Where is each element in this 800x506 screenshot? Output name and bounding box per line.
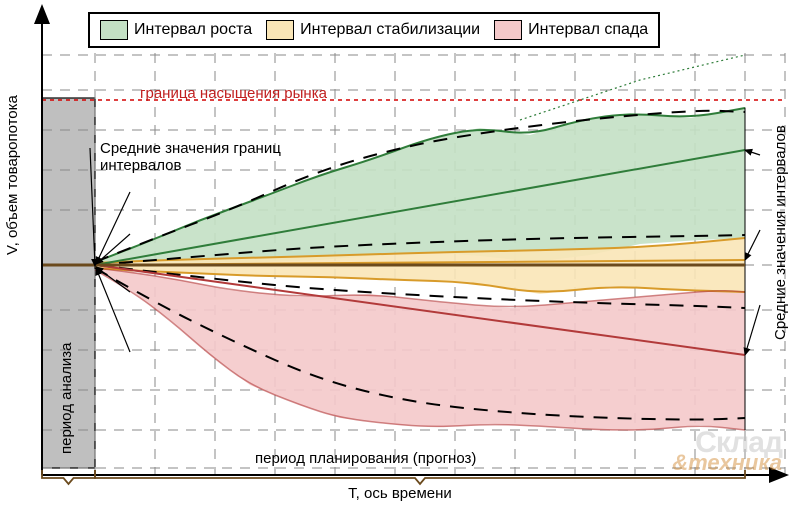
annot-analysis-period: период анализа	[58, 343, 75, 454]
legend-item-decline: Интервал спада	[494, 20, 648, 40]
chart-svg	[0, 0, 800, 506]
legend-swatch-decline	[494, 20, 522, 40]
legend-label-stable: Интервал стабилизации	[300, 21, 480, 39]
annot-planning-period: период планирования (прогноз)	[255, 450, 476, 467]
legend: Интервал роста Интервал стабилизации Инт…	[88, 12, 660, 48]
legend-label-decline: Интервал спада	[528, 21, 648, 39]
legend-item-growth: Интервал роста	[100, 20, 252, 40]
annot-avg-intervals: Средние значения интервалов	[772, 125, 789, 340]
legend-label-growth: Интервал роста	[134, 21, 252, 39]
y-axis-label: V, объем товаропотока	[4, 95, 21, 255]
legend-swatch-growth	[100, 20, 128, 40]
legend-item-stable: Интервал стабилизации	[266, 20, 480, 40]
annot-avg-boundaries: Средние значения границинтервалов	[100, 140, 281, 175]
annot-saturation: граница насыщения рынка	[140, 85, 327, 102]
legend-swatch-stable	[266, 20, 294, 40]
x-axis-label: T, ось времени	[0, 485, 800, 502]
chart-container: Интервал роста Интервал стабилизации Инт…	[0, 0, 800, 506]
